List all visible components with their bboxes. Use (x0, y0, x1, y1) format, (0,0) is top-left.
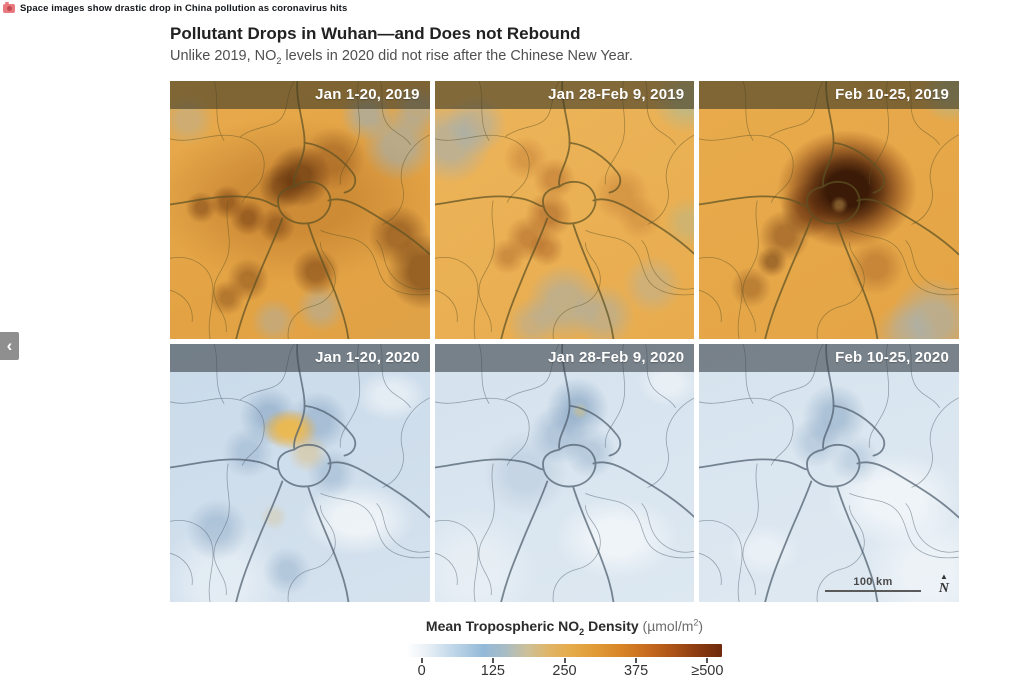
panel-header: Feb 10-25, 2020 (699, 343, 959, 372)
tick-label: 0 (417, 663, 426, 680)
tick-mark (563, 658, 566, 664)
map-panel-jan1-20-2019: Jan 1-20, 2019 (170, 80, 430, 339)
road-network (434, 343, 695, 602)
no2-map-2019-jan (170, 80, 430, 339)
tick-label: ≥500 (691, 663, 724, 680)
map-panel-feb10-25-2020: Feb 10-25, 2020 100 km ▲ N (699, 343, 959, 602)
panel-date-label: Jan 28-Feb 9, 2020 (548, 349, 685, 367)
camera-icon (3, 2, 15, 13)
map-panel-grid: Jan 1-20, 2019 Jan 28-Feb 9, 2019 Feb 10… (170, 80, 959, 602)
figure-title: Pollutant Drops in Wuhan—and Does not Re… (170, 24, 581, 43)
colorbar-gradient (407, 644, 722, 658)
no2-map-2019-cny (434, 80, 695, 339)
figure-subtitle: Unlike 2019, NO2 levels in 2020 did not … (170, 48, 633, 66)
panel-header: Feb 10-25, 2019 (699, 80, 959, 109)
no2-map-2020-cny (434, 343, 695, 602)
no2-map-2019-rebound (699, 80, 959, 339)
map-panel-jan28-feb9-2019: Jan 28-Feb 9, 2019 (434, 80, 695, 339)
north-arrow-icon: ▲ (939, 571, 948, 581)
tick-label: 250 (552, 663, 577, 680)
tick-mark (635, 658, 638, 664)
tick-mark (491, 658, 494, 664)
road-network (434, 80, 695, 339)
scale-bar-label: 100 km (853, 575, 893, 588)
road-network (699, 343, 959, 602)
panel-date-label: Feb 10-25, 2020 (835, 349, 949, 367)
north-label: N (938, 580, 949, 596)
road-network (699, 80, 959, 339)
chevron-left-icon: ‹ (6, 335, 13, 355)
panel-header: Jan 28-Feb 9, 2019 (434, 80, 695, 109)
map-panel-feb10-25-2019: Feb 10-25, 2019 (699, 80, 959, 339)
panel-date-label: Jan 1-20, 2019 (315, 86, 420, 104)
headline-bar: Space images show drastic drop in China … (0, 0, 1024, 16)
panel-header: Jan 1-20, 2019 (170, 80, 430, 109)
panel-date-label: Jan 28-Feb 9, 2019 (548, 86, 685, 104)
previous-image-button[interactable]: ‹ (0, 332, 19, 360)
panel-header: Jan 1-20, 2020 (170, 343, 430, 372)
panel-date-label: Feb 10-25, 2019 (835, 86, 949, 104)
legend-title: Mean Tropospheric NO2 Density (µmol/m2) (425, 616, 704, 637)
map-scale-bar: 100 km (824, 575, 921, 592)
headline-text: Space images show drastic drop in China … (20, 2, 348, 14)
colorbar-tick-labels: 0 125 250 375 ≥500 (408, 663, 724, 680)
tick-label: 125 (480, 663, 506, 680)
no2-map-2020-norebound (699, 343, 959, 602)
tick-label: 375 (623, 663, 649, 680)
map-panel-jan28-feb9-2020: Jan 28-Feb 9, 2020 (434, 343, 695, 602)
tick-mark (706, 658, 709, 664)
scale-bar-line (824, 589, 921, 592)
north-indicator: ▲ N (938, 571, 949, 596)
panel-date-label: Jan 1-20, 2020 (315, 349, 420, 367)
colorbar-ticks (408, 657, 722, 664)
figure-image: Pollutant Drops in Wuhan—and Does not Re… (170, 24, 959, 680)
road-network (170, 343, 430, 602)
panel-header: Jan 28-Feb 9, 2020 (434, 343, 695, 372)
colorbar-legend: Mean Tropospheric NO2 Density (µmol/m2) … (407, 614, 724, 680)
road-network (170, 80, 430, 339)
no2-map-2020-jan (170, 343, 430, 602)
tick-mark (420, 658, 423, 664)
map-panel-jan1-20-2020: Jan 1-20, 2020 (170, 343, 430, 602)
